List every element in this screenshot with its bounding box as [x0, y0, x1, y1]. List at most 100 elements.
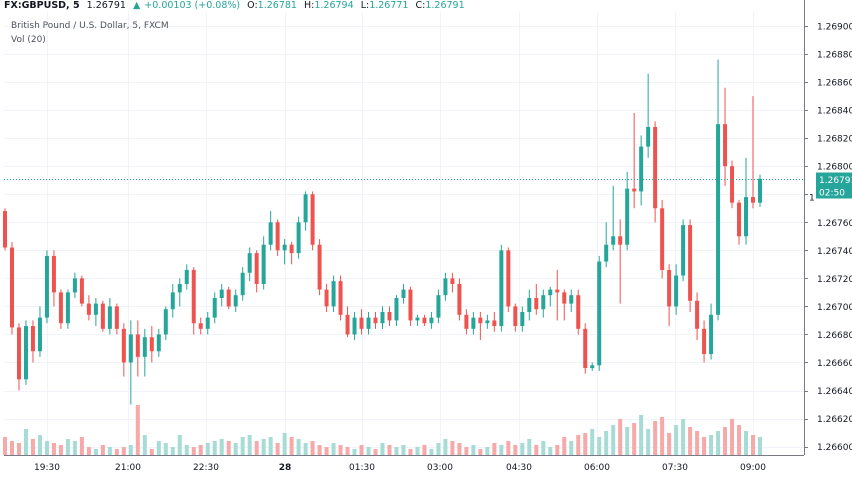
candle-body[interactable]: [184, 269, 189, 284]
candle-body[interactable]: [3, 211, 7, 248]
candle-body[interactable]: [142, 337, 147, 357]
candle-body[interactable]: [485, 320, 490, 324]
candle-body[interactable]: [198, 323, 203, 329]
candle-body[interactable]: [709, 314, 714, 355]
candle-body[interactable]: [16, 327, 21, 380]
candle-body[interactable]: [72, 278, 77, 293]
candle-body[interactable]: [233, 295, 238, 307]
candle-body[interactable]: [9, 247, 14, 328]
candle-body[interactable]: [240, 272, 245, 296]
candle-body[interactable]: [702, 328, 707, 355]
candle-body[interactable]: [317, 244, 322, 290]
candle-body[interactable]: [380, 312, 385, 324]
candle-body[interactable]: [212, 297, 217, 318]
candle-body[interactable]: [548, 289, 553, 296]
candle-body[interactable]: [296, 222, 301, 254]
legend-volume[interactable]: Vol (20): [11, 35, 46, 45]
candle-body[interactable]: [366, 317, 371, 329]
candle-body[interactable]: [576, 295, 581, 329]
candle-body[interactable]: [555, 289, 560, 293]
candle-body[interactable]: [618, 236, 623, 245]
candle-body[interactable]: [23, 326, 28, 380]
candle-body[interactable]: [639, 146, 644, 192]
candle-body[interactable]: [352, 317, 357, 335]
candle-body[interactable]: [303, 194, 308, 223]
candle-body[interactable]: [387, 312, 392, 321]
candle-body[interactable]: [569, 295, 574, 304]
candle-body[interactable]: [604, 244, 609, 262]
candle-body[interactable]: [324, 289, 329, 307]
legend-title[interactable]: British Pound / U.S. Dollar, 5, FXCM: [11, 21, 169, 31]
candle-body[interactable]: [688, 225, 693, 301]
candle-body[interactable]: [58, 292, 63, 324]
candle-body[interactable]: [254, 253, 259, 284]
candle-body[interactable]: [359, 317, 364, 329]
candle-body[interactable]: [723, 124, 728, 167]
candle-body[interactable]: [37, 317, 42, 352]
candle-body[interactable]: [716, 124, 721, 315]
candle-body[interactable]: [597, 261, 602, 366]
candle-body[interactable]: [464, 314, 469, 329]
candle-body[interactable]: [632, 188, 637, 192]
candle-body[interactable]: [114, 306, 119, 329]
candle-body[interactable]: [625, 188, 630, 245]
candle-body[interactable]: [415, 317, 420, 321]
candle-body[interactable]: [65, 292, 70, 324]
candle-body[interactable]: [149, 337, 154, 352]
candle-body[interactable]: [30, 326, 35, 352]
candle-body[interactable]: [660, 208, 665, 270]
candle-body[interactable]: [401, 289, 406, 298]
candle-body[interactable]: [737, 202, 742, 237]
candle-body[interactable]: [520, 312, 525, 327]
candle-body[interactable]: [394, 297, 399, 321]
candle-body[interactable]: [373, 317, 378, 324]
candle-body[interactable]: [653, 126, 658, 209]
candle-body[interactable]: [695, 300, 700, 329]
candle-body[interactable]: [562, 292, 567, 304]
candle-body[interactable]: [205, 317, 210, 329]
candle-body[interactable]: [191, 269, 196, 324]
candle-body[interactable]: [744, 197, 749, 237]
candle-body[interactable]: [128, 334, 133, 363]
candle-body[interactable]: [590, 365, 595, 369]
candle-body[interactable]: [79, 278, 84, 304]
candle-body[interactable]: [499, 250, 504, 327]
candle-body[interactable]: [478, 317, 483, 324]
symbol-label[interactable]: FX:GBPUSD, 5: [4, 0, 80, 11]
candle-body[interactable]: [429, 317, 434, 324]
candle-body[interactable]: [51, 255, 56, 293]
candle-body[interactable]: [751, 197, 756, 203]
candle-body[interactable]: [527, 297, 532, 313]
candle-body[interactable]: [107, 306, 112, 329]
candle-body[interactable]: [289, 244, 294, 254]
candle-body[interactable]: [506, 250, 511, 307]
candle-body[interactable]: [534, 297, 539, 310]
candle-body[interactable]: [170, 292, 175, 310]
candle-body[interactable]: [226, 289, 231, 307]
candle-body[interactable]: [163, 309, 168, 335]
candle-body[interactable]: [450, 278, 455, 284]
candle-body[interactable]: [408, 289, 413, 321]
candle-body[interactable]: [275, 222, 280, 251]
candle-body[interactable]: [674, 275, 679, 307]
candle-body[interactable]: [219, 289, 224, 298]
candle-body[interactable]: [457, 283, 462, 315]
candle-body[interactable]: [730, 166, 735, 203]
candle-body[interactable]: [338, 281, 343, 315]
candle-body[interactable]: [611, 236, 616, 245]
candle-body[interactable]: [282, 244, 287, 251]
candle-body[interactable]: [436, 295, 441, 318]
candle-body[interactable]: [44, 255, 49, 318]
candle-body[interactable]: [443, 278, 448, 296]
candle-body[interactable]: [681, 225, 686, 276]
candle-body[interactable]: [583, 328, 588, 369]
candle-body[interactable]: [345, 314, 350, 335]
candle-body[interactable]: [135, 334, 140, 357]
candle-body[interactable]: [541, 295, 546, 310]
candle-body[interactable]: [247, 253, 252, 273]
candle-body[interactable]: [758, 178, 762, 203]
candle-body[interactable]: [86, 303, 91, 315]
candle-body[interactable]: [177, 283, 182, 293]
candle-body[interactable]: [310, 194, 315, 245]
